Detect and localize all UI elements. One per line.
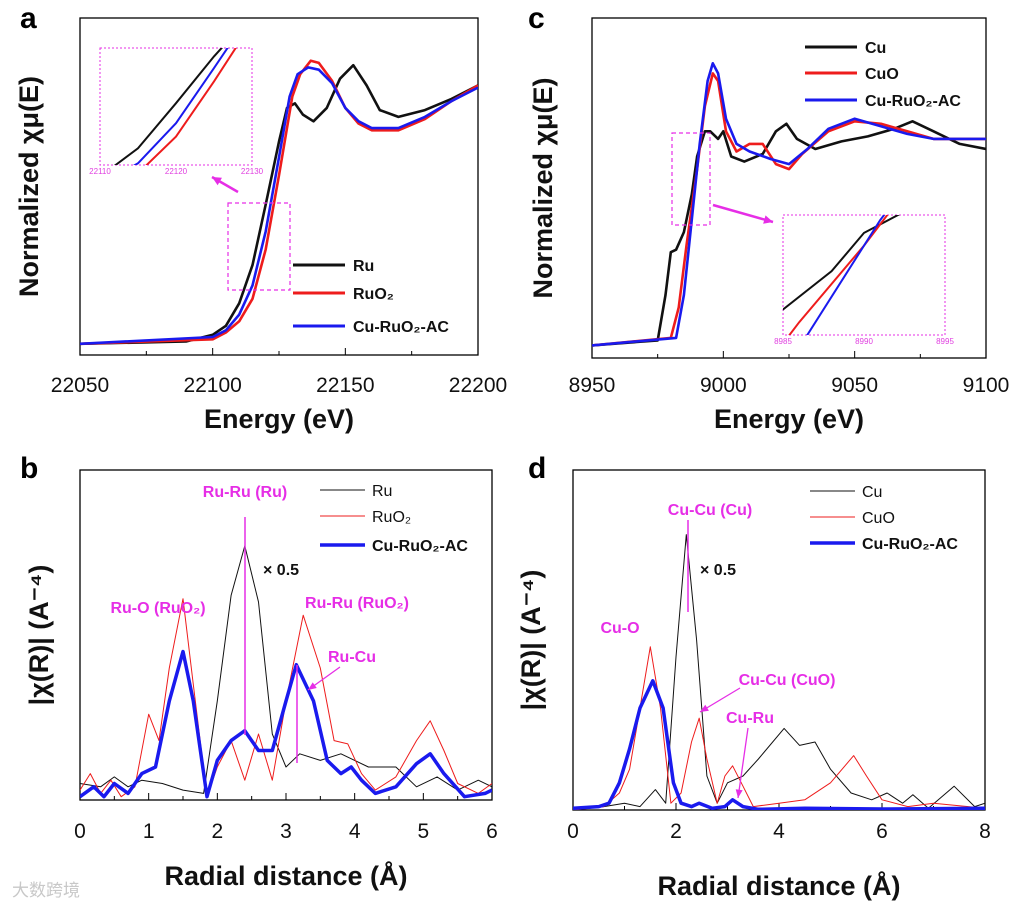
annotation-ru-cu: Ru-Cu [328, 649, 376, 666]
inset-tick-label: 8990 [855, 337, 873, 346]
arrow-head-icon [735, 789, 743, 798]
x-tick-label: 22150 [316, 374, 374, 397]
series-line-black [573, 534, 985, 810]
inset-tick-label: 8985 [774, 337, 792, 346]
x-tick-label: 22200 [449, 374, 507, 397]
legend-label: Cu [862, 484, 882, 501]
x-tick-label: 2 [670, 820, 682, 843]
panel-label: d [528, 452, 546, 485]
x-tick-label: 2 [211, 820, 223, 843]
series-line-blue [592, 62, 986, 347]
annotation-arrow [737, 727, 749, 799]
arrow-head-icon [212, 177, 222, 186]
legend-label: RuO₂ [353, 286, 394, 303]
panel-b: 0 1 2 3 4 5 6 Radial distance (Å) |χ(R)| (A⁻⁴) b R… [20, 452, 498, 891]
x-tick-label: 9100 [963, 374, 1010, 397]
scale-note: × 0.5 [700, 562, 736, 579]
panel-label: a [20, 2, 37, 35]
inset-tick-label: 22130 [241, 167, 264, 176]
arrow-line [712, 203, 774, 224]
x-tick-label: 8950 [569, 374, 616, 397]
inset-line-red [788, 215, 889, 335]
legend-label: CuO [865, 66, 899, 83]
panel-c: 8950 9000 9050 9100 Energy (eV) Normalized χμ… [528, 2, 1010, 434]
watermark: 大数跨境 [12, 881, 80, 900]
inset-tick-label: 22110 [89, 167, 111, 176]
scale-note: × 0.5 [263, 562, 299, 579]
series-line-blue [573, 679, 985, 810]
x-tick-label: 9000 [700, 374, 747, 397]
x-axis-label: Radial distance (Å) [164, 860, 407, 891]
inset-tick-label: 22120 [165, 167, 188, 176]
x-tick-label: 6 [486, 820, 498, 843]
annotation-cu-cu-cuo: Cu-Cu (CuO) [739, 672, 836, 689]
panel-a: 22050 22100 22150 22200 Energy (eV) Normalize… [14, 2, 507, 434]
x-axis-label: Radial distance (Å) [657, 870, 900, 901]
annotation-ru-o: Ru-O (RuO₂) [110, 600, 205, 617]
x-tick-label: 9050 [831, 374, 878, 397]
x-axis-label: Energy (eV) [204, 404, 354, 434]
arrow-head-icon [700, 704, 709, 712]
panel-label: b [20, 452, 38, 485]
x-tick-label: 8 [979, 820, 991, 843]
arrow-head-icon [308, 682, 317, 690]
series-line-black [80, 545, 492, 794]
x-tick-label: 0 [567, 820, 579, 843]
legend-label: CuO [862, 510, 895, 527]
x-tick-label: 6 [876, 820, 888, 843]
inset-frame [782, 214, 946, 336]
zoom-region-box [671, 132, 711, 226]
plot-frame [572, 469, 986, 811]
legend-label: Cu-RuO₂-AC [865, 93, 961, 110]
legend-label: Cu [865, 40, 886, 57]
panel-label: c [528, 2, 545, 35]
inset-frame [99, 47, 253, 166]
x-tick-label: 22050 [51, 374, 109, 397]
legend-label: Cu-RuO₂-AC [862, 536, 958, 553]
series-line-red [573, 646, 985, 810]
y-axis-label: Normalized χμ(E) [14, 76, 44, 297]
legend-label: Ru [372, 483, 392, 500]
annotation-cu-o: Cu-O [600, 620, 639, 637]
x-axis-label: Energy (eV) [714, 404, 864, 434]
y-axis-label: Normalized χμ(E) [528, 77, 558, 298]
x-tick-label: 22100 [183, 374, 241, 397]
panel-d: 0 2 4 6 8 Radial distance (Å) |χ(R)| (A⁻⁴) d Cu C… [516, 452, 991, 901]
inset-tick-label: 8995 [936, 337, 954, 346]
inset-line-blue [806, 215, 886, 335]
arrow-head-icon [763, 215, 773, 224]
x-tick-label: 1 [143, 820, 155, 843]
annotation-ru-ru-ru: Ru-Ru (Ru) [203, 484, 287, 501]
series-line-red [80, 598, 492, 798]
series-line-red [80, 59, 478, 346]
legend-label: RuO₂ [372, 509, 411, 526]
series-line-black [80, 63, 478, 346]
annotation-cu-ru: Cu-Ru [726, 710, 774, 727]
x-tick-label: 0 [74, 820, 86, 843]
series-line-blue [80, 649, 492, 799]
x-tick-label: 4 [349, 820, 361, 843]
series-line-blue [80, 66, 478, 346]
y-axis-label: |χ(R)| (A⁻⁴) [516, 570, 546, 711]
legend-label: Cu-RuO₂-AC [372, 538, 468, 555]
x-tick-label: 4 [773, 820, 785, 843]
legend-label: Ru [353, 258, 374, 275]
zoom-region-box [227, 202, 291, 291]
y-axis-label: |χ(R)| (A⁻⁴) [24, 565, 54, 706]
annotation-ru-ru-ruo2: Ru-Ru (RuO₂) [305, 595, 409, 612]
x-tick-label: 5 [417, 820, 429, 843]
legend-label: Cu-RuO₂-AC [353, 319, 449, 336]
annotation-cu-cu-cu: Cu-Cu (Cu) [668, 502, 752, 519]
x-tick-label: 3 [280, 820, 292, 843]
